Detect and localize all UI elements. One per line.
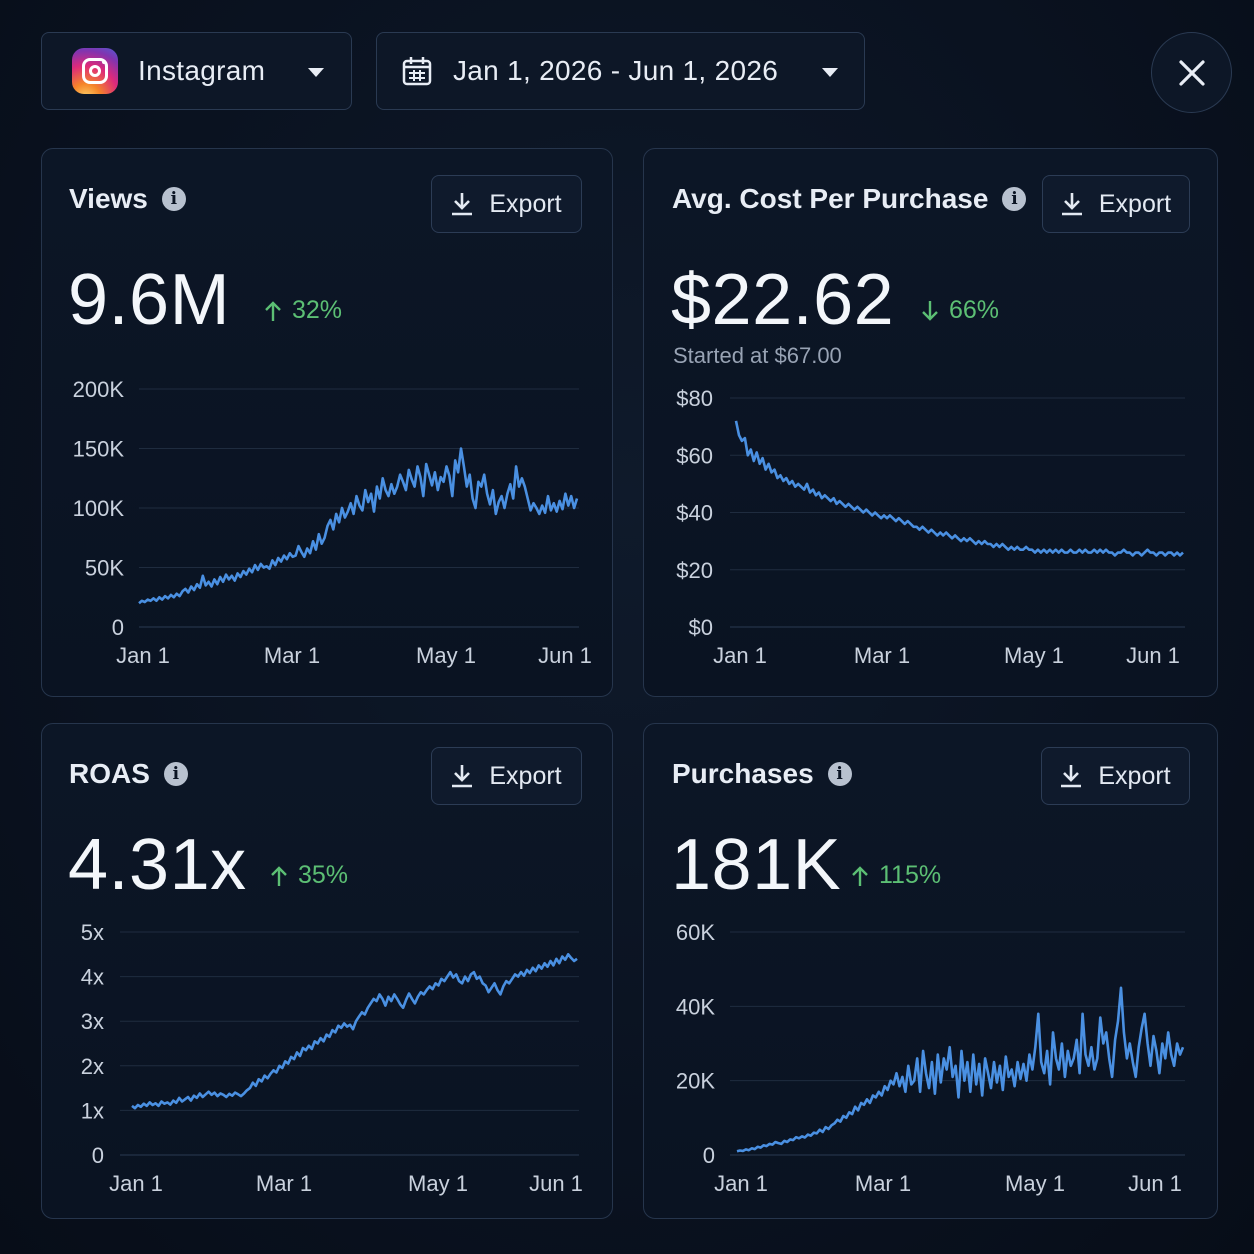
metric-value: 4.31x — [68, 825, 247, 905]
y-tick-label: 100K — [73, 496, 125, 521]
x-tick-label: Jun 1 — [1126, 643, 1180, 668]
delta-value: 32% — [292, 296, 343, 324]
export-label: Export — [1098, 761, 1171, 790]
delta-value: 115% — [879, 861, 942, 889]
metric-value: 9.6M — [68, 260, 231, 340]
series-line — [138, 447, 579, 605]
chevron-down-icon — [822, 68, 838, 77]
x-tick-label: Mar 1 — [256, 1171, 312, 1196]
platform-select[interactable]: Instagram — [41, 32, 352, 110]
purchases-card: Purchases i Export 181K 115% 60K 40K 20K 0 J… — [643, 723, 1218, 1219]
y-tick-label: 0 — [112, 615, 124, 640]
y-tick-label: 150K — [73, 437, 125, 462]
export-label: Export — [489, 761, 562, 790]
cost-per-purchase-card: Avg. Cost Per Purchase i Export $22.62 6… — [643, 148, 1218, 697]
export-button[interactable]: Export — [1041, 747, 1190, 805]
x-tick-label: May 1 — [416, 643, 476, 668]
y-tick-label: 0 — [703, 1143, 715, 1168]
started-at-note: Started at $67.00 — [673, 343, 842, 368]
metric-value: $22.62 — [671, 260, 895, 340]
delta-badge: 115% — [851, 861, 941, 890]
export-button[interactable]: Export — [1042, 175, 1190, 233]
cpp-title: Avg. Cost Per Purchase — [672, 183, 989, 214]
export-button[interactable]: Export — [431, 175, 582, 233]
close-icon — [1178, 59, 1205, 86]
y-tick-label: $80 — [676, 386, 713, 411]
platform-label: Instagram — [138, 55, 266, 86]
arrow-up-icon — [852, 865, 868, 886]
info-icon[interactable]: i — [1002, 187, 1027, 211]
x-tick-label: Mar 1 — [855, 1171, 911, 1196]
y-tick-label: $0 — [689, 615, 713, 640]
info-icon[interactable]: i — [163, 762, 188, 786]
delta-badge: 35% — [270, 861, 348, 890]
y-tick-label: 4x — [81, 965, 104, 990]
download-icon — [1061, 765, 1082, 788]
download-icon — [452, 193, 473, 216]
y-tick-label: 200K — [73, 377, 125, 402]
export-button[interactable]: Export — [431, 747, 582, 805]
y-tick-label: 20K — [676, 1069, 715, 1094]
y-tick-label: 2x — [81, 1054, 104, 1079]
calendar-icon — [402, 57, 432, 86]
x-tick-label: May 1 — [1005, 1171, 1065, 1196]
instagram-logo-icon — [72, 48, 118, 94]
roas-title: ROAS — [69, 758, 150, 789]
x-tick-label: May 1 — [408, 1171, 468, 1196]
date-range-label: Jan 1, 2026 - Jun 1, 2026 — [453, 55, 779, 86]
close-button[interactable] — [1151, 32, 1232, 113]
y-tick-label: $40 — [676, 501, 713, 526]
series-line — [736, 986, 1185, 1153]
card-title: Avg. Cost Per Purchase i — [672, 183, 1027, 215]
export-label: Export — [489, 189, 562, 218]
x-tick-label: Jun 1 — [1128, 1171, 1182, 1196]
y-tick-label: 0 — [92, 1143, 104, 1168]
info-icon[interactable]: i — [161, 187, 186, 211]
info-icon[interactable]: i — [827, 762, 852, 786]
purchases-title: Purchases — [672, 758, 814, 789]
date-range-picker[interactable]: Jan 1, 2026 - Jun 1, 2026 — [376, 32, 865, 110]
delta-value: 35% — [298, 861, 349, 889]
x-tick-label: Mar 1 — [264, 643, 320, 668]
arrow-up-icon — [271, 865, 287, 886]
views-chart: 200K 150K 100K 50K 0 Jan 1 Mar 1 May 1 Jun 1 — [73, 377, 592, 668]
delta-badge: 66% — [921, 296, 999, 325]
y-tick-label: $60 — [676, 443, 713, 468]
download-icon — [1061, 193, 1082, 216]
series-line — [131, 953, 578, 1110]
purchases-chart: 60K 40K 20K 0 Jan 1 Mar 1 May 1 Jun 1 — [676, 920, 1185, 1196]
y-tick-label: 50K — [85, 556, 124, 581]
metric-value: 181K — [671, 825, 842, 905]
x-tick-label: Mar 1 — [854, 643, 910, 668]
y-tick-label: 40K — [676, 994, 715, 1019]
delta-badge: 32% — [264, 296, 342, 325]
series-line — [734, 420, 1184, 557]
y-tick-label: $20 — [676, 558, 713, 583]
card-title: ROAS i — [69, 758, 188, 790]
chevron-down-icon — [308, 68, 324, 77]
x-tick-label: Jan 1 — [714, 1171, 768, 1196]
arrow-down-icon — [922, 300, 938, 321]
x-tick-label: Jan 1 — [109, 1171, 163, 1196]
views-title: Views — [69, 183, 148, 214]
card-title: Views i — [69, 183, 186, 215]
y-tick-label: 3x — [81, 1009, 104, 1034]
roas-card: ROAS i Export 4.31x 35% 5x 4x 3x 2x 1x 0 Jan 1… — [41, 723, 613, 1219]
delta-value: 66% — [949, 296, 1000, 324]
x-tick-label: Jan 1 — [713, 643, 767, 668]
export-label: Export — [1098, 189, 1172, 218]
x-tick-label: Jun 1 — [538, 643, 592, 668]
arrow-up-icon — [265, 300, 281, 321]
y-tick-label: 5x — [81, 920, 104, 945]
card-title: Purchases i — [672, 758, 852, 790]
download-icon — [452, 765, 473, 788]
y-tick-label: 60K — [676, 920, 715, 945]
x-tick-label: Jan 1 — [116, 643, 170, 668]
x-tick-label: May 1 — [1004, 643, 1064, 668]
y-tick-label: 1x — [81, 1098, 104, 1123]
x-tick-label: Jun 1 — [529, 1171, 583, 1196]
views-card: Views i Export 9.6M 32% 200K 150K 100K 50K 0… — [41, 148, 613, 697]
